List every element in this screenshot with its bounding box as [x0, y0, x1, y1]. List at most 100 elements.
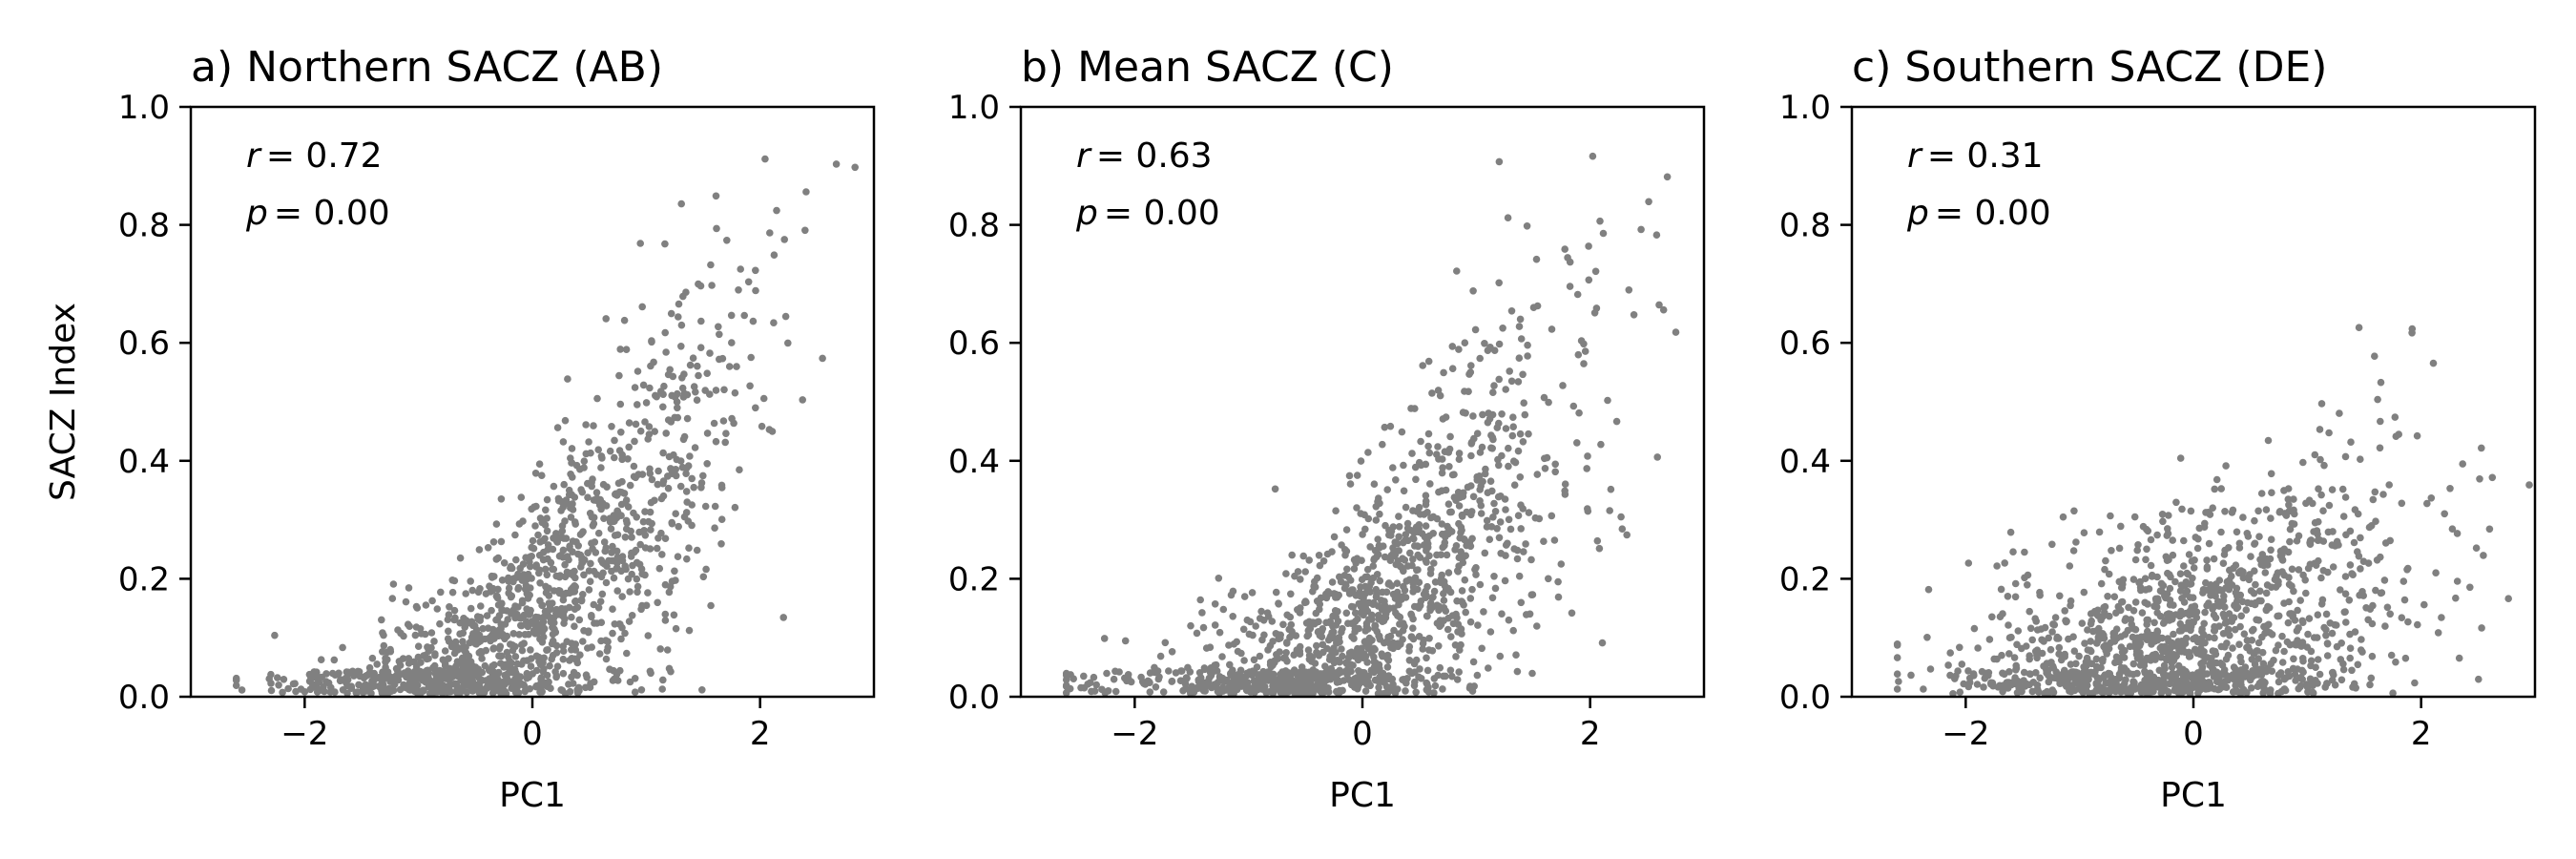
- scatter-point: [414, 642, 423, 650]
- scatter-point: [2302, 589, 2310, 597]
- scatter-point: [2283, 638, 2292, 646]
- scatter-point: [2183, 587, 2192, 596]
- scatter-point: [2241, 673, 2249, 681]
- scatter-point: [442, 675, 449, 682]
- scatter-point: [2383, 603, 2392, 612]
- scatter-point: [2276, 669, 2285, 677]
- scatter-point: [1467, 508, 1476, 515]
- scatter-point: [1446, 666, 1455, 675]
- scatter-point: [675, 313, 682, 321]
- scatter-point: [456, 618, 465, 627]
- scatter-point: [1469, 412, 1477, 420]
- scatter-point: [467, 577, 475, 585]
- scatter-point: [364, 670, 373, 679]
- scatter-point: [1291, 572, 1298, 580]
- scatter-point: [1405, 576, 1414, 584]
- scatter-point: [712, 387, 720, 394]
- scatter-point: [2080, 529, 2088, 536]
- scatter-point: [2302, 499, 2310, 508]
- scatter-point: [1361, 687, 1370, 695]
- scatter-point: [1448, 343, 1457, 350]
- scatter-point: [2401, 654, 2410, 662]
- scatter-point: [2159, 517, 2167, 526]
- scatter-point: [584, 493, 592, 501]
- scatter-point: [1439, 415, 1447, 423]
- scatter-point: [2176, 641, 2184, 650]
- scatter-point: [1179, 686, 1187, 695]
- y-tick-label: 0.8: [948, 207, 1000, 245]
- scatter-point: [2427, 494, 2436, 502]
- scatter-point: [1457, 640, 1465, 649]
- scatter-point: [2129, 576, 2138, 583]
- scatter-point: [539, 667, 548, 676]
- scatter-point: [1365, 598, 1373, 607]
- scatter-point: [2185, 653, 2193, 660]
- scatter-point: [359, 684, 367, 693]
- panel-title: a) Northern SACZ (AB): [191, 43, 663, 92]
- scatter-point: [2142, 555, 2150, 564]
- scatter-point: [1414, 566, 1422, 574]
- scatter-point: [429, 663, 437, 672]
- scatter-point: [2294, 606, 2301, 615]
- scatter-point: [2316, 670, 2324, 679]
- scatter-point: [2059, 513, 2067, 521]
- scatter-point: [590, 600, 598, 609]
- scatter-point: [2476, 475, 2483, 483]
- scatter-point: [1599, 229, 1608, 238]
- scatter-point: [683, 390, 692, 399]
- scatter-point: [683, 555, 691, 563]
- scatter-point: [2254, 507, 2262, 515]
- scatter-point: [2064, 675, 2072, 683]
- scatter-point: [735, 286, 742, 294]
- scatter-point: [1070, 675, 1077, 682]
- scatter-point: [1294, 606, 1301, 614]
- scatter-point: [2323, 652, 2332, 660]
- scatter-point: [1467, 482, 1475, 490]
- scatter-point: [2377, 589, 2385, 597]
- scatter-point: [1330, 533, 1339, 541]
- scatter-point: [2237, 567, 2245, 575]
- scatter-point: [2211, 485, 2218, 493]
- scatter-point: [2318, 596, 2327, 604]
- scatter-point: [1246, 618, 1255, 626]
- scatter-point: [475, 689, 484, 697]
- scatter-point: [1319, 680, 1328, 688]
- scatter-point: [558, 522, 567, 530]
- scatter-point: [265, 675, 274, 682]
- scatter-point: [1399, 636, 1406, 643]
- scatter-point: [557, 507, 565, 514]
- scatter-point: [279, 688, 286, 697]
- scatter-point: [722, 430, 730, 438]
- scatter-point: [2284, 485, 2293, 492]
- scatter-point: [514, 689, 523, 697]
- scatter-point: [595, 650, 604, 658]
- scatter-point: [2005, 668, 2013, 676]
- scatter-point: [410, 667, 419, 676]
- scatter-point: [1257, 607, 1265, 616]
- scatter-point: [578, 554, 586, 562]
- scatter-point: [677, 343, 685, 350]
- scatter-point: [1965, 679, 1974, 686]
- scatter-point: [1301, 568, 1309, 576]
- scatter-point: [551, 668, 559, 676]
- scatter-point: [447, 673, 456, 681]
- scatter-point: [509, 646, 517, 655]
- scatter-point: [650, 358, 657, 367]
- scatter-point: [1205, 674, 1214, 682]
- scatter-point: [707, 601, 715, 610]
- scatter-point: [1574, 350, 1583, 359]
- scatter-point: [1540, 393, 1548, 402]
- scatter-point: [1468, 534, 1476, 543]
- scatter-point: [2117, 633, 2125, 640]
- scatter-point: [1240, 593, 1249, 600]
- scatter-point: [2381, 622, 2389, 630]
- scatter-point: [2131, 598, 2140, 606]
- scatter-point: [598, 454, 606, 462]
- scatter-point: [1084, 681, 1091, 688]
- scatter-point: [1964, 559, 1973, 567]
- scatter-point: [2339, 513, 2348, 520]
- scatter-point: [2018, 687, 2025, 696]
- scatter-point: [2129, 607, 2138, 615]
- scatter-point: [613, 564, 621, 572]
- scatter-point: [1381, 610, 1390, 618]
